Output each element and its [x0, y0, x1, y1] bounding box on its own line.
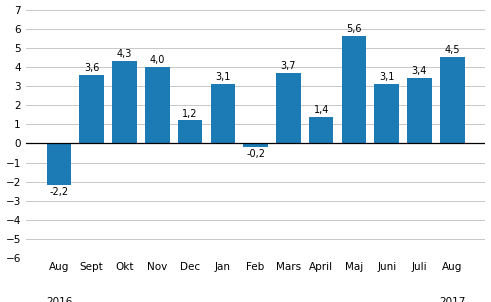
Text: 3,6: 3,6 [84, 63, 100, 73]
Bar [407, 79, 432, 143]
Bar [211, 84, 235, 143]
Bar [276, 73, 300, 143]
Text: 5,6: 5,6 [346, 24, 362, 34]
Bar [440, 57, 464, 143]
Text: 2017: 2017 [439, 297, 465, 302]
Text: 1,2: 1,2 [182, 108, 198, 119]
Bar [375, 84, 399, 143]
Bar [178, 120, 202, 143]
Bar [244, 143, 268, 147]
Text: 1,4: 1,4 [313, 105, 329, 115]
Text: 2016: 2016 [46, 297, 72, 302]
Text: 4,0: 4,0 [150, 55, 165, 65]
Text: 3,1: 3,1 [379, 72, 394, 82]
Bar [47, 143, 71, 185]
Bar [342, 36, 366, 143]
Text: -2,2: -2,2 [50, 187, 69, 198]
Bar [112, 61, 137, 143]
Text: 3,7: 3,7 [281, 61, 296, 71]
Bar [309, 117, 333, 143]
Text: -0,2: -0,2 [246, 149, 265, 159]
Text: 4,5: 4,5 [444, 45, 460, 56]
Text: 4,3: 4,3 [117, 49, 132, 59]
Text: 3,4: 3,4 [412, 66, 427, 76]
Text: 3,1: 3,1 [215, 72, 231, 82]
Bar [80, 75, 104, 143]
Bar [145, 67, 169, 143]
